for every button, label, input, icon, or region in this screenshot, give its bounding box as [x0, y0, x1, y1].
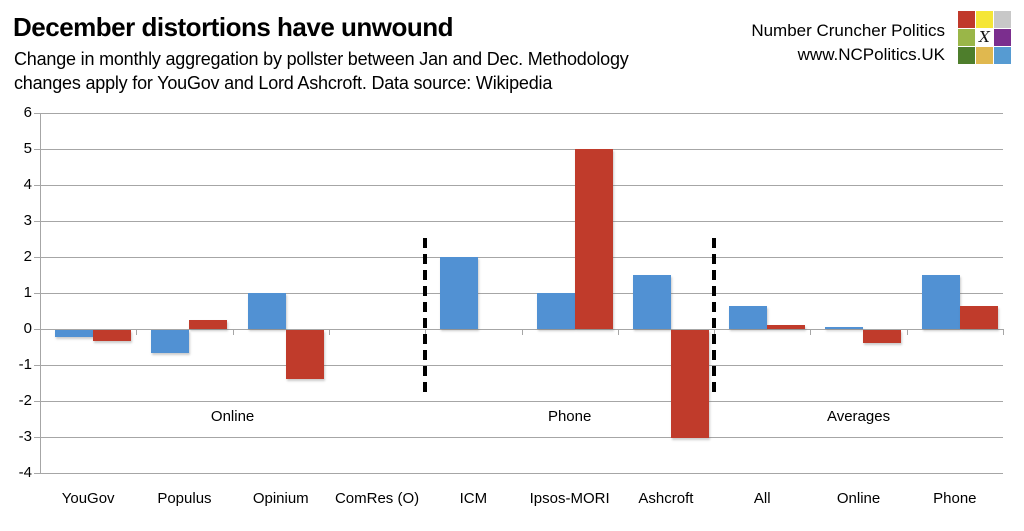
brand-logo: X	[958, 11, 1011, 64]
category-label: ICM	[459, 490, 488, 507]
gridline	[40, 113, 1003, 114]
logo-color-cell	[976, 11, 993, 28]
chart-subtitle-line2: changes apply for YouGov and Lord Ashcro…	[14, 73, 553, 93]
y-axis-label: 0	[23, 320, 32, 337]
x-axis-tick	[40, 329, 41, 335]
y-axis-label: 3	[23, 212, 32, 229]
y-axis-tick	[34, 113, 40, 114]
bar-series_blue	[825, 327, 864, 329]
bar-series_blue	[921, 275, 960, 329]
bar-series_blue	[247, 293, 286, 329]
y-axis-tick	[34, 293, 40, 294]
x-axis-tick	[906, 329, 908, 335]
bar-series_red	[863, 330, 902, 343]
y-axis-label: 4	[23, 176, 32, 193]
x-axis-tick	[521, 329, 523, 335]
bar-series_blue	[151, 330, 190, 354]
gridline	[40, 221, 1003, 222]
group-separator-line	[712, 238, 717, 392]
y-axis-tick	[34, 221, 40, 222]
logo-color-cell	[958, 47, 975, 64]
x-axis-tick	[136, 329, 138, 335]
bar-series_red	[285, 330, 324, 379]
x-axis-tick	[328, 329, 330, 335]
group-label: Phone	[547, 408, 592, 425]
logo-color-cell	[976, 47, 993, 64]
y-axis-label: -1	[18, 356, 32, 373]
logo-x-glyph: X	[979, 28, 990, 46]
gridline	[40, 365, 1003, 366]
group-label: Averages	[826, 408, 891, 425]
y-axis-label: -2	[18, 392, 32, 409]
logo-color-cell	[958, 29, 975, 46]
y-axis-label: -3	[18, 428, 32, 445]
x-axis-tick	[810, 329, 812, 335]
y-axis-tick	[34, 473, 40, 474]
y-axis-label: 1	[23, 284, 32, 301]
y-axis-tick	[34, 401, 40, 402]
category-label: Ipsos-MORI	[529, 490, 610, 507]
bar-series_blue	[729, 305, 768, 329]
x-axis-tick	[1003, 329, 1004, 335]
logo-color-cell	[994, 29, 1011, 46]
bar-series_red	[93, 330, 131, 341]
bar-series_red	[574, 149, 613, 329]
gridline	[40, 293, 1003, 294]
gridline	[40, 185, 1003, 186]
bar-series_blue	[55, 330, 93, 338]
category-label: Opinium	[252, 490, 309, 507]
logo-x-cell: X	[976, 29, 993, 46]
category-label: YouGov	[61, 490, 115, 507]
brand-url: www.NCPolitics.UK	[797, 45, 945, 64]
gridline	[40, 149, 1003, 150]
logo-color-cell	[994, 11, 1011, 28]
x-axis-tick	[617, 329, 619, 335]
gridline	[40, 401, 1003, 402]
bar-series_red	[670, 330, 709, 438]
gridline	[40, 473, 1003, 474]
gridline	[40, 437, 1003, 438]
chart-subtitle-line1: Change in monthly aggregation by pollste…	[14, 49, 629, 69]
y-axis-tick	[34, 329, 40, 330]
brand-name: Number Cruncher Politics	[751, 21, 945, 40]
gridline	[40, 257, 1003, 258]
y-axis-line	[40, 113, 41, 473]
y-axis-label: 2	[23, 248, 32, 265]
group-label: Online	[210, 408, 255, 425]
bar-series_blue	[440, 257, 479, 329]
category-label: Populus	[157, 490, 212, 507]
category-label: Ashcroft	[638, 490, 694, 507]
category-label: Online	[836, 490, 881, 507]
category-label: All	[753, 490, 771, 507]
x-axis-tick	[232, 329, 234, 335]
y-axis-label: -4	[18, 464, 32, 481]
category-label: ComRes (O)	[334, 490, 420, 507]
bar-series_red	[189, 320, 228, 329]
logo-color-cell	[958, 11, 975, 28]
bar-series_red	[767, 325, 806, 329]
category-label: Phone	[933, 490, 977, 507]
logo-color-cell	[994, 47, 1011, 64]
y-axis-tick	[34, 257, 40, 258]
page-title: December distortions have unwound	[13, 12, 454, 42]
y-axis-tick	[34, 437, 40, 438]
y-axis-label: 5	[23, 140, 32, 157]
y-axis-tick	[34, 185, 40, 186]
group-separator-line	[423, 238, 428, 392]
y-axis-tick	[34, 149, 40, 150]
bar-series_blue	[536, 293, 575, 329]
y-axis-label: 6	[23, 104, 32, 121]
bar-series_blue	[632, 275, 671, 329]
y-axis-tick	[34, 365, 40, 366]
bar-series_red	[959, 305, 998, 329]
